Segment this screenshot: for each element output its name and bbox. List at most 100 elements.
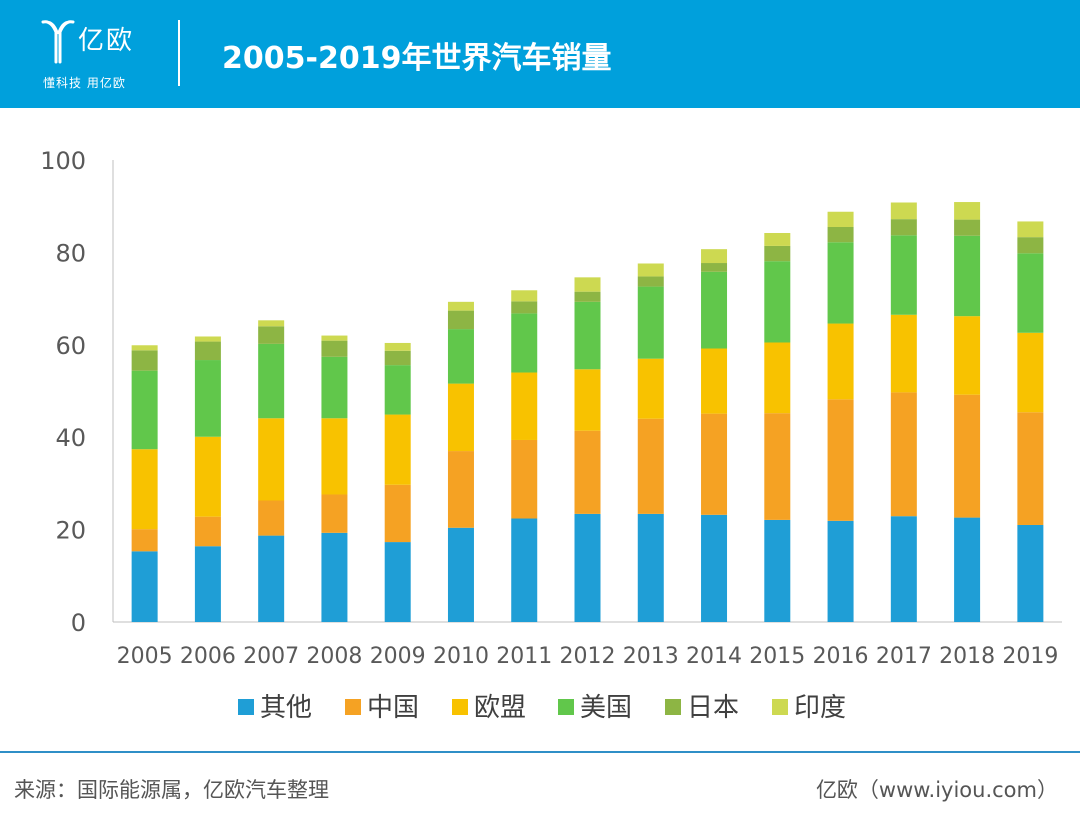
bar-segment bbox=[954, 202, 981, 220]
bar-segment bbox=[1017, 253, 1044, 333]
bar-segment bbox=[131, 370, 158, 450]
bar-segment bbox=[764, 261, 791, 343]
bar-segment bbox=[574, 513, 601, 622]
x-tick-label: 2011 bbox=[496, 644, 552, 669]
bar-segment bbox=[954, 316, 981, 395]
footer-divider bbox=[0, 751, 1080, 753]
bar-segment bbox=[890, 219, 917, 236]
bar-segment bbox=[574, 277, 601, 292]
y-tick-label: 100 bbox=[40, 147, 86, 175]
bar-segment bbox=[764, 232, 791, 246]
bar-segment bbox=[701, 271, 728, 349]
legend-swatch bbox=[238, 699, 254, 715]
bar-segment bbox=[827, 323, 854, 400]
bar-segment bbox=[384, 342, 411, 351]
x-tick-label: 2017 bbox=[876, 644, 932, 669]
bar-segment bbox=[954, 219, 981, 236]
bar-segment bbox=[1017, 332, 1044, 413]
bar-segment bbox=[954, 517, 981, 622]
bar-segment bbox=[1017, 237, 1044, 254]
header-banner: 亿欧 懂科技 用亿欧 2005-2019年世界汽车销量 bbox=[0, 0, 1080, 108]
bar-segment bbox=[384, 484, 411, 543]
legend-label: 日本 bbox=[687, 693, 739, 723]
bar-segment bbox=[258, 326, 285, 344]
bar-segment bbox=[384, 542, 411, 622]
bar-segment bbox=[258, 500, 285, 536]
legend-swatch bbox=[558, 699, 574, 715]
bar-segment bbox=[511, 518, 538, 622]
bar-segment bbox=[447, 329, 474, 384]
bar-segment bbox=[637, 263, 664, 277]
header-divider bbox=[178, 20, 180, 86]
bar-segment bbox=[827, 211, 854, 227]
bar-segment bbox=[637, 513, 664, 622]
legend-swatch bbox=[452, 699, 468, 715]
bar-segment bbox=[131, 449, 158, 530]
logo-slogan: 懂科技 用亿欧 bbox=[43, 76, 126, 90]
legend-label: 欧盟 bbox=[474, 693, 526, 723]
bar-segment bbox=[1017, 221, 1044, 238]
bar-segment bbox=[131, 551, 158, 622]
bar-segment bbox=[258, 343, 285, 419]
legend-swatch bbox=[665, 699, 681, 715]
bar-segment bbox=[1017, 524, 1044, 622]
bar-segment bbox=[384, 350, 411, 366]
bar-segment bbox=[258, 320, 285, 327]
bar-segment bbox=[637, 358, 664, 419]
x-tick-label: 2008 bbox=[306, 644, 362, 669]
bar-segment bbox=[258, 418, 285, 501]
bar-segment bbox=[194, 341, 221, 361]
bar-segment bbox=[701, 413, 728, 515]
bar-segment bbox=[194, 436, 221, 517]
bar-segment bbox=[194, 546, 221, 622]
bar-segment bbox=[954, 235, 981, 317]
bar-segment bbox=[890, 235, 917, 315]
bar-segment bbox=[701, 249, 728, 264]
legend-swatch bbox=[345, 699, 361, 715]
legend-label: 中国 bbox=[367, 693, 419, 723]
bar-segment bbox=[447, 310, 474, 330]
y-tick-label: 0 bbox=[71, 609, 86, 637]
bar-segment bbox=[384, 365, 411, 415]
y-axis: 0 20 40 60 80 100 bbox=[40, 147, 114, 637]
bar-segment bbox=[637, 286, 664, 359]
legend-label: 印度 bbox=[794, 693, 846, 723]
y-tick-label: 20 bbox=[55, 517, 86, 545]
bar-segment bbox=[194, 360, 221, 437]
bar-segment bbox=[511, 439, 538, 519]
source-note: 来源：国际能源属，亿欧汽车整理 bbox=[14, 778, 329, 802]
page-title: 2005-2019年世界汽车销量 bbox=[222, 41, 612, 76]
bar-segment bbox=[194, 516, 221, 547]
bar-segment bbox=[890, 202, 917, 220]
yiou-logo-icon bbox=[41, 20, 75, 64]
y-tick-label: 60 bbox=[55, 332, 86, 360]
bar-segment bbox=[321, 335, 348, 341]
bar-segment bbox=[890, 516, 917, 622]
x-tick-label: 2014 bbox=[686, 644, 742, 669]
x-tick-label: 2019 bbox=[1002, 644, 1058, 669]
bar-segment bbox=[574, 291, 601, 302]
bar-segment bbox=[574, 430, 601, 514]
x-tick-label: 2007 bbox=[243, 644, 299, 669]
bar-segment bbox=[194, 336, 221, 342]
x-axis: 2005 2006 2007 2008 2009 2010 2011 2012 2013 2014… bbox=[113, 621, 1062, 669]
bar-segment bbox=[890, 392, 917, 517]
bar-segment bbox=[321, 494, 348, 533]
bar-segment bbox=[574, 301, 601, 370]
bar-segment bbox=[447, 527, 474, 622]
bar-segment bbox=[827, 520, 854, 622]
x-tick-label: 2005 bbox=[117, 644, 173, 669]
x-tick-label: 2013 bbox=[623, 644, 679, 669]
legend-label: 美国 bbox=[580, 693, 632, 723]
legend: 其他 中国 欧盟 美国 日本 印度 bbox=[238, 693, 846, 723]
x-tick-label: 2018 bbox=[939, 644, 995, 669]
x-tick-label: 2006 bbox=[180, 644, 236, 669]
bar-segment bbox=[511, 301, 538, 314]
bar-segment bbox=[701, 263, 728, 272]
bar-segment bbox=[701, 514, 728, 622]
legend-swatch bbox=[772, 699, 788, 715]
bar-segment bbox=[764, 413, 791, 520]
bar-segment bbox=[131, 345, 158, 351]
x-tick-label: 2012 bbox=[560, 644, 616, 669]
bar-segment bbox=[764, 519, 791, 622]
